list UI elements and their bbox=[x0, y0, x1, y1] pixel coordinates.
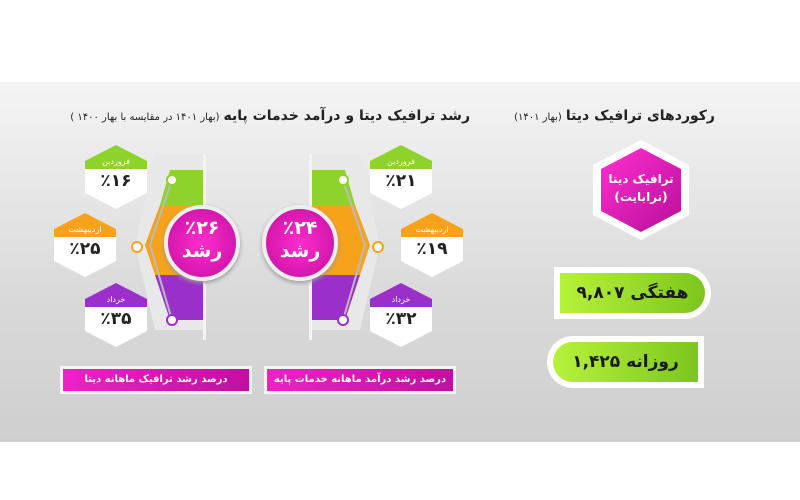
hex-line2: (ترابایت) bbox=[614, 190, 668, 204]
left-subtitle: (بهار ۱۴۰۱ در مقایسه با بهار ۱۴۰۰ ) bbox=[70, 112, 220, 123]
month-value: ٪۲۱ bbox=[385, 171, 417, 191]
month-value: ٪۳۲ bbox=[385, 309, 417, 329]
weekly-record: هفتگی ۹,۸۰۷ bbox=[560, 273, 705, 313]
hex-data-farvardin: فروردین ٪۱۶ bbox=[85, 145, 147, 209]
left-title: رشد ترافیک دیتا و درآمد خدمات پایه(بهار … bbox=[70, 108, 470, 124]
growth-value: ٪۲۴ bbox=[282, 217, 318, 239]
right-title-text: رکوردهای ترافیک دیتا bbox=[565, 108, 715, 124]
data-traffic-hexagon: ترافیک دیتا (ترابایت) bbox=[593, 140, 689, 240]
growth-value: ٪۲۶ bbox=[184, 217, 220, 239]
month-value: ٪۱۶ bbox=[100, 171, 132, 191]
base-services-growth-circle: ٪۲۴ رشد bbox=[262, 205, 338, 281]
growth-label: رشد bbox=[181, 240, 223, 262]
right-title: رکوردهای ترافیک دیتا(بهار ۱۴۰۱) bbox=[514, 108, 715, 124]
daily-record: روزانه ۱,۴۲۵ bbox=[553, 342, 698, 382]
base-services-banner: درصد رشد درآمد ماهانه خدمات پایه bbox=[267, 369, 453, 391]
month-value: ٪۱۹ bbox=[416, 239, 448, 259]
growth-label: رشد bbox=[279, 240, 321, 262]
data-traffic-growth-circle: ٪۲۶ رشد bbox=[164, 205, 240, 281]
right-subtitle: (بهار ۱۴۰۱) bbox=[514, 112, 562, 123]
month-value: ٪۲۵ bbox=[69, 239, 101, 259]
left-title-text: رشد ترافیک دیتا و درآمد خدمات پایه bbox=[223, 108, 470, 124]
hex-line1: ترافیک دیتا bbox=[608, 172, 674, 186]
month-value: ٪۳۵ bbox=[100, 309, 132, 329]
data-traffic-banner: درصد رشد ترافیک ماهانه دیتا bbox=[63, 369, 249, 391]
